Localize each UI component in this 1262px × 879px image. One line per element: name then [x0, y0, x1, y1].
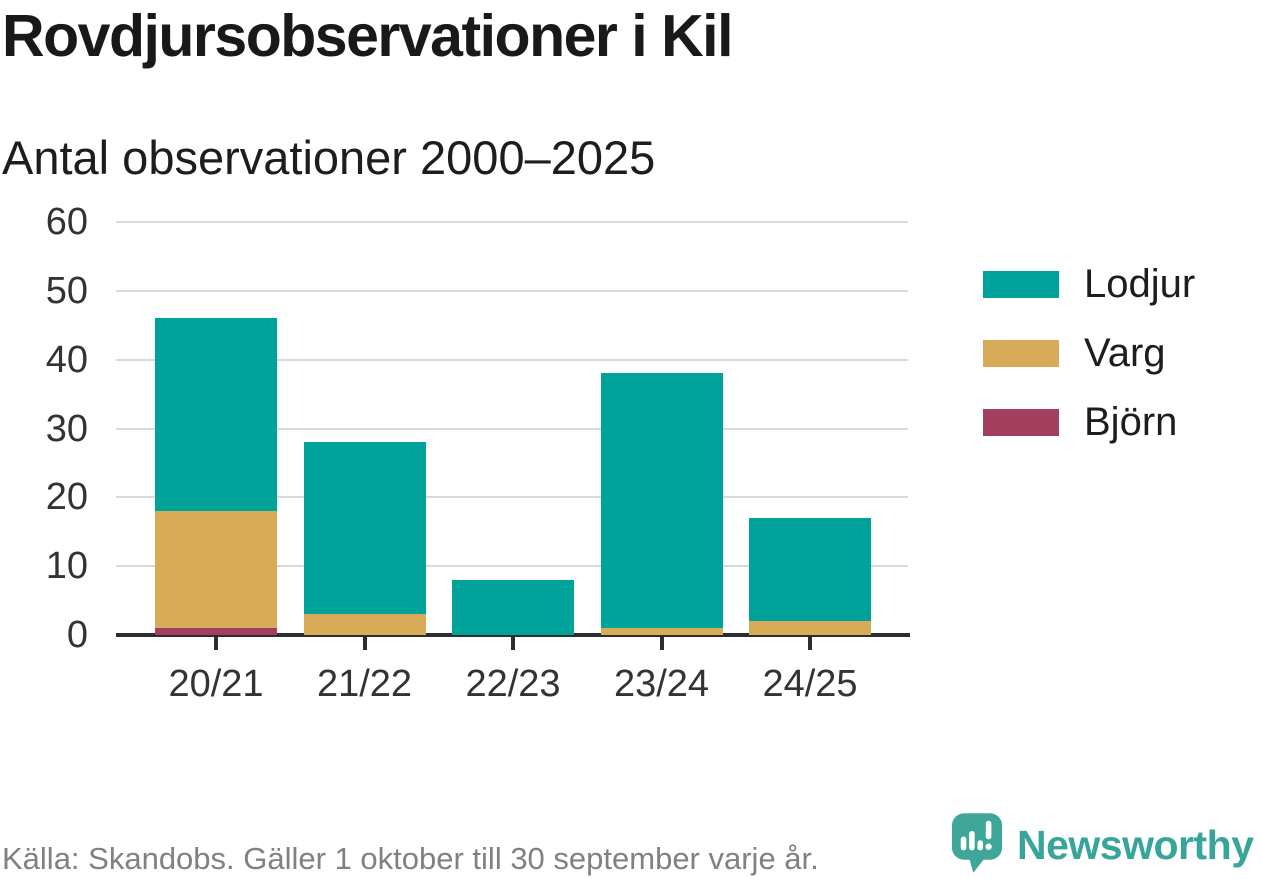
bar-segment-björn-20-21 [155, 628, 277, 635]
x-axis-tick [511, 637, 515, 650]
plot-area: 20/21 21/22 22/23 23/24 24/25 [116, 221, 910, 705]
gridline-y-60 [116, 221, 908, 223]
legend-item-lodjur: Lodjur [983, 264, 1195, 304]
gridline-y-30 [116, 427, 908, 430]
legend-item-björn: Björn [983, 402, 1195, 442]
legend-label: Varg [1084, 331, 1166, 375]
bar-segment-varg-21-22 [303, 614, 426, 635]
y-axis-tick-label: 50 [45, 269, 88, 312]
y-axis-tick-label: 30 [45, 407, 88, 450]
y-axis-tick-label: 40 [45, 338, 88, 381]
x-axis-tick-label: 24/25 [762, 663, 858, 705]
legend-item-varg: Varg [983, 333, 1195, 373]
bar-segment-lodjur-20-21 [155, 318, 277, 512]
x-axis-tick [808, 637, 812, 650]
gridline-y-20 [116, 496, 908, 499]
gridline-y-40 [116, 358, 908, 361]
x-axis-tick-label: 21/22 [316, 663, 413, 705]
legend-label: Lodjur [1084, 262, 1196, 306]
bar-segment-varg-23-24 [600, 628, 723, 635]
source-note: Källa: Skandobs. Gäller 1 oktober till 3… [2, 841, 819, 876]
brand-wordmark: Newsworthy [1017, 821, 1254, 868]
x-axis-tick [214, 637, 218, 650]
legend-label: Björn [1084, 400, 1178, 444]
legend-swatch-björn [983, 408, 1059, 436]
x-axis-tick-label: 20/21 [168, 663, 264, 705]
x-axis-tick [659, 637, 664, 650]
x-axis-tick [362, 637, 367, 650]
bar-segment-varg-24-25 [749, 621, 871, 635]
chart-subtitle: Antal observationer 2000–2025 [2, 131, 656, 184]
y-axis-tick-label: 10 [45, 545, 88, 588]
newsworthy-logo-icon [951, 813, 1003, 873]
y-axis-tick-label: 60 [45, 201, 88, 243]
legend: Lodjur Varg Björn [983, 264, 1195, 442]
bar-segment-lodjur-24-25 [749, 517, 871, 622]
legend-swatch-varg [983, 339, 1059, 367]
x-axis-tick-label: 22/23 [465, 663, 561, 705]
gridline-y-10 [116, 565, 908, 568]
y-axis-tick-label: 20 [45, 476, 88, 519]
gridline-y-50 [116, 289, 908, 292]
bar-segment-lodjur-21-22 [303, 442, 426, 615]
brand-logo: Newsworthy [951, 812, 1254, 874]
x-axis-line [116, 633, 910, 637]
chart-title: Rovdjursobservationer i Kil [2, 3, 733, 69]
bar-segment-varg-20-21 [155, 511, 277, 629]
x-axis-tick-label: 23/24 [613, 663, 710, 705]
bar-segment-lodjur-23-24 [600, 373, 723, 629]
y-axis-tick-label: 0 [66, 614, 88, 656]
bar-segment-lodjur-22-23 [452, 579, 574, 635]
legend-swatch-lodjur [983, 270, 1059, 298]
